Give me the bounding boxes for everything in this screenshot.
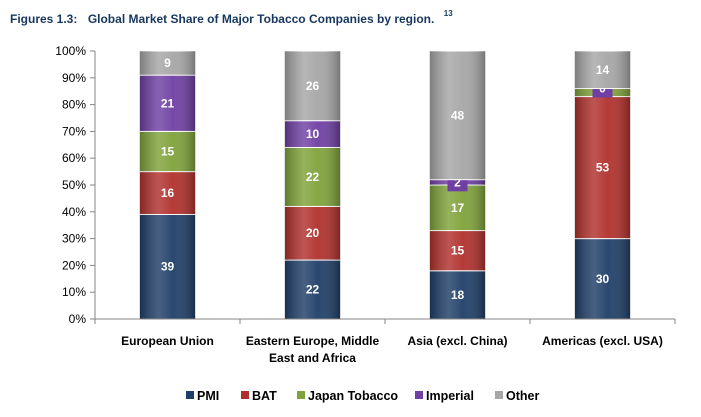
x-category-label: East and Africa xyxy=(269,351,356,365)
chart-title-main: Global Market Share of Major Tobacco Com… xyxy=(88,12,435,26)
x-category-label: Eastern Europe, Middle xyxy=(246,334,380,348)
legend-swatch xyxy=(495,391,503,399)
chart-title-footnote: 13 xyxy=(444,9,453,18)
data-label: 15 xyxy=(451,244,465,258)
x-category-label: European Union xyxy=(121,334,214,348)
legend-label: Other xyxy=(506,389,539,403)
y-axis: 0% 10% 20% 30% 40% 50% 60% 70% 80% 90% 100% xyxy=(55,44,96,326)
data-label: 9 xyxy=(164,56,171,70)
legend: PMI BAT Japan Tobacco Imperial Other xyxy=(186,389,539,403)
data-label: 14 xyxy=(596,63,610,77)
y-tick-label: 100% xyxy=(55,44,86,58)
data-label: 17 xyxy=(451,201,465,215)
y-tick-label: 30% xyxy=(62,232,86,246)
legend-label: Imperial xyxy=(426,389,474,403)
legend-label: Japan Tobacco xyxy=(308,389,398,403)
legend-swatch xyxy=(241,391,249,399)
y-tick-label: 10% xyxy=(62,285,86,299)
x-category-label: Asia (excl. China) xyxy=(407,334,507,348)
data-label: 21 xyxy=(161,96,175,110)
y-tick-label: 70% xyxy=(62,124,86,138)
data-label: 53 xyxy=(596,161,610,175)
chart-title: Figures 1.3: Global Market Share of Majo… xyxy=(10,9,453,27)
y-tick-label: 20% xyxy=(62,258,86,272)
data-label: 22 xyxy=(306,283,320,297)
data-label: 30 xyxy=(596,272,610,286)
legend-swatch xyxy=(186,391,194,399)
data-label: 48 xyxy=(451,108,465,122)
y-tick-label: 40% xyxy=(62,205,86,219)
bars: 39161521922202210261815172483053014 xyxy=(139,50,631,320)
legend-swatch xyxy=(415,391,423,399)
legend-swatch xyxy=(297,391,305,399)
data-label: 26 xyxy=(306,79,320,93)
y-tick-label: 50% xyxy=(62,178,86,192)
data-label: 39 xyxy=(161,260,175,274)
y-tick-label: 90% xyxy=(62,71,86,85)
legend-label: BAT xyxy=(252,389,277,403)
x-category-label: Americas (excl. USA) xyxy=(542,334,663,348)
data-label: 10 xyxy=(306,127,320,141)
legend-label: PMI xyxy=(197,389,219,403)
data-label: 20 xyxy=(306,226,320,240)
data-label: 2 xyxy=(454,175,461,189)
chart-title-prefix: Figures 1.3: xyxy=(10,12,77,26)
data-label: 22 xyxy=(306,170,320,184)
y-tick-label: 80% xyxy=(62,98,86,112)
data-label: 18 xyxy=(451,288,465,302)
data-label: 15 xyxy=(161,145,175,159)
y-tick-label: 0% xyxy=(69,312,87,326)
data-label: 16 xyxy=(161,186,175,200)
x-axis: European Union Eastern Europe, Middle East… xyxy=(94,318,676,365)
y-tick-label: 60% xyxy=(62,151,86,165)
